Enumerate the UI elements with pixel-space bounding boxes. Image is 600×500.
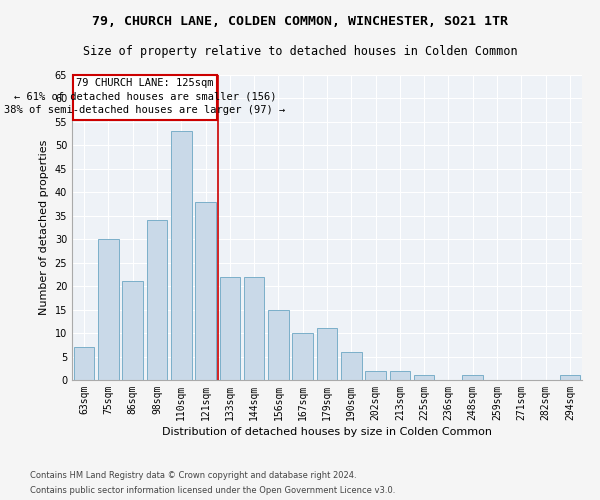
X-axis label: Distribution of detached houses by size in Colden Common: Distribution of detached houses by size … — [162, 427, 492, 437]
Text: 79, CHURCH LANE, COLDEN COMMON, WINCHESTER, SO21 1TR: 79, CHURCH LANE, COLDEN COMMON, WINCHEST… — [92, 15, 508, 28]
Bar — [73, 75, 217, 120]
Bar — [560, 376, 580, 380]
Bar — [171, 132, 191, 380]
Bar — [414, 376, 434, 380]
Bar — [244, 277, 265, 380]
Bar — [98, 239, 119, 380]
Text: Contains public sector information licensed under the Open Government Licence v3: Contains public sector information licen… — [30, 486, 395, 495]
Bar — [74, 347, 94, 380]
Text: 38% of semi-detached houses are larger (97) →: 38% of semi-detached houses are larger (… — [4, 105, 286, 115]
Bar — [317, 328, 337, 380]
Text: 79 CHURCH LANE: 125sqm: 79 CHURCH LANE: 125sqm — [76, 78, 214, 88]
Bar — [195, 202, 216, 380]
Y-axis label: Number of detached properties: Number of detached properties — [39, 140, 49, 315]
Text: ← 61% of detached houses are smaller (156): ← 61% of detached houses are smaller (15… — [14, 91, 276, 101]
Bar — [389, 370, 410, 380]
Text: Size of property relative to detached houses in Colden Common: Size of property relative to detached ho… — [83, 45, 517, 58]
Bar — [220, 277, 240, 380]
Bar — [365, 370, 386, 380]
Bar — [146, 220, 167, 380]
Bar — [341, 352, 362, 380]
Bar — [122, 282, 143, 380]
Bar — [268, 310, 289, 380]
Bar — [292, 333, 313, 380]
Text: Contains HM Land Registry data © Crown copyright and database right 2024.: Contains HM Land Registry data © Crown c… — [30, 471, 356, 480]
Bar — [463, 376, 483, 380]
